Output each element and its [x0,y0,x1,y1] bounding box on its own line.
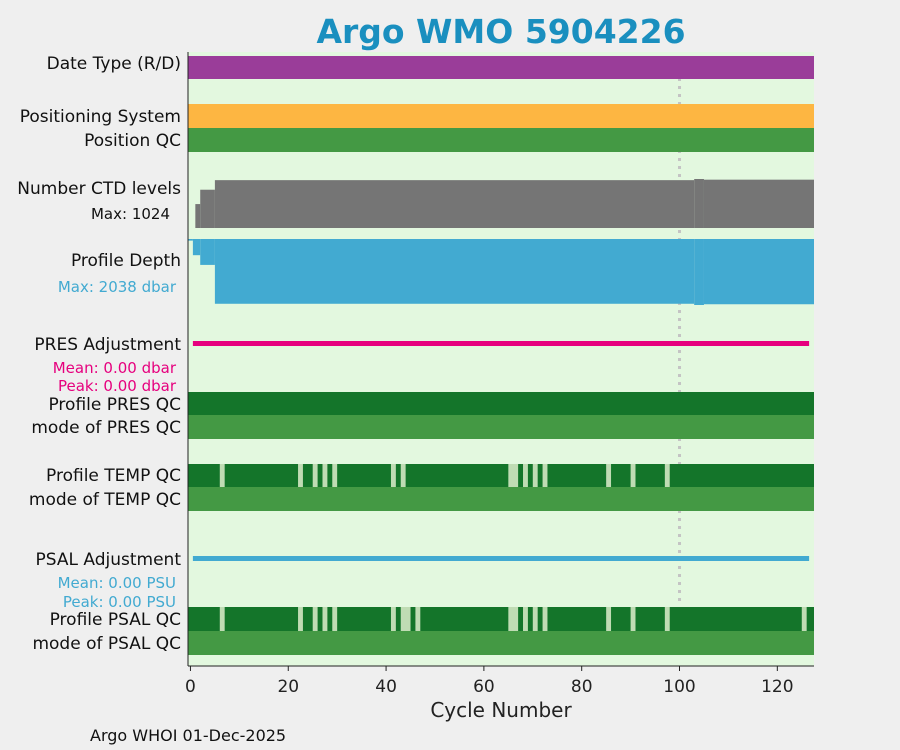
label-ctd-max: Max: 1024 [91,205,170,223]
ctd-level-bar [214,180,695,228]
x-tick-label: 40 [375,677,397,697]
label-psal-adjustment: PSAL Adjustment [36,550,182,570]
x-tick-label: 100 [663,677,695,697]
label-positioning-system: Positioning System [20,107,181,127]
ctd-level-bar [200,189,215,228]
label-pres-mean: Mean: 0.00 dbar [53,359,177,377]
temp-qc-gap [532,464,538,487]
psal-qc-gap [415,607,421,631]
chart-title: Argo WMO 5904226 [316,12,686,51]
psal-qc-gap [322,607,328,631]
label-psal-peak: Peak: 0.00 PSU [63,593,176,611]
label-profile-psal-qc: Profile PSAL QC [50,610,181,630]
label-profile-temp-qc: Profile TEMP QC [46,466,181,486]
footer-credit: Argo WHOI 01-Dec-2025 [90,726,287,745]
psal-qc-gap [312,607,318,631]
label-mode-pres-qc: mode of PRES QC [31,418,181,438]
temp-qc-gap [400,464,406,487]
x-axis-label: Cycle Number [430,698,572,722]
psal-qc-gap [508,607,519,631]
temp-qc-gap [219,464,225,487]
psal-qc-gap [606,607,612,631]
temp-qc-gap [322,464,328,487]
label-psal-mean: Mean: 0.00 PSU [58,574,176,592]
profile-depth-bar [200,239,215,265]
ctd-level-bar [694,179,704,228]
label-mode-temp-qc: mode of TEMP QC [29,490,181,510]
psal-qc-gap [801,607,807,631]
profile-depth-bar [188,239,193,241]
profile-pres-qc-bar [188,392,814,415]
plot-background [188,52,814,666]
x-tick-label: 20 [277,677,299,697]
psal-qc-gap [542,607,548,631]
label-date-type: Date Type (R/D) [47,54,181,74]
mode-temp-qc-bar [188,487,814,511]
psal-qc-gap [664,607,670,631]
label-profile-depth: Profile Depth [71,251,181,271]
mode-pres-qc-bar [188,415,814,439]
psal-qc-gap [298,607,303,631]
temp-qc-gap [664,464,670,487]
label-pres-adjustment: PRES Adjustment [34,335,181,355]
temp-qc-gap [542,464,548,487]
psal-adjustment-line [192,556,810,561]
x-tick-label: 0 [185,677,196,697]
date-type-bar [188,56,814,79]
label-profile-pres-qc: Profile PRES QC [48,395,181,415]
psal-qc-gap [400,607,411,631]
x-tick-label: 80 [571,677,593,697]
profile-depth-bar [694,239,704,305]
psal-qc-gap [523,607,528,631]
psal-qc-gap [390,607,396,631]
pres-adjustment-line [192,341,810,346]
temp-qc-gap [508,464,519,487]
temp-qc-gap [390,464,396,487]
ctd-level-bar [195,204,201,228]
positioning-system-bar [188,104,814,128]
temp-qc-gap [298,464,303,487]
label-pres-peak: Peak: 0.00 dbar [58,377,177,395]
temp-qc-gap [332,464,338,487]
profile-depth-bar [192,239,201,256]
profile-depth-bar [703,239,814,305]
psal-qc-gap [219,607,225,631]
position-qc-bar [188,128,814,152]
mode-psal-qc-bar [188,631,814,655]
temp-qc-gap [606,464,612,487]
temp-qc-gap [523,464,528,487]
temp-qc-gap [312,464,318,487]
ctd-level-bar [703,179,814,228]
psal-qc-gap [332,607,338,631]
profile-temp-qc-bar [188,464,814,487]
temp-qc-gap [630,464,636,487]
psal-qc-gap [532,607,538,631]
label-depth-max: Max: 2038 dbar [58,278,177,296]
x-tick-label: 60 [473,677,495,697]
profile-psal-qc-bar [188,607,814,631]
x-tick-label: 120 [761,677,793,697]
label-position-qc: Position QC [84,131,181,151]
label-mode-psal-qc: mode of PSAL QC [32,634,181,654]
label-ctd-levels: Number CTD levels [17,179,181,199]
profile-depth-bar [214,239,695,304]
psal-qc-gap [630,607,636,631]
